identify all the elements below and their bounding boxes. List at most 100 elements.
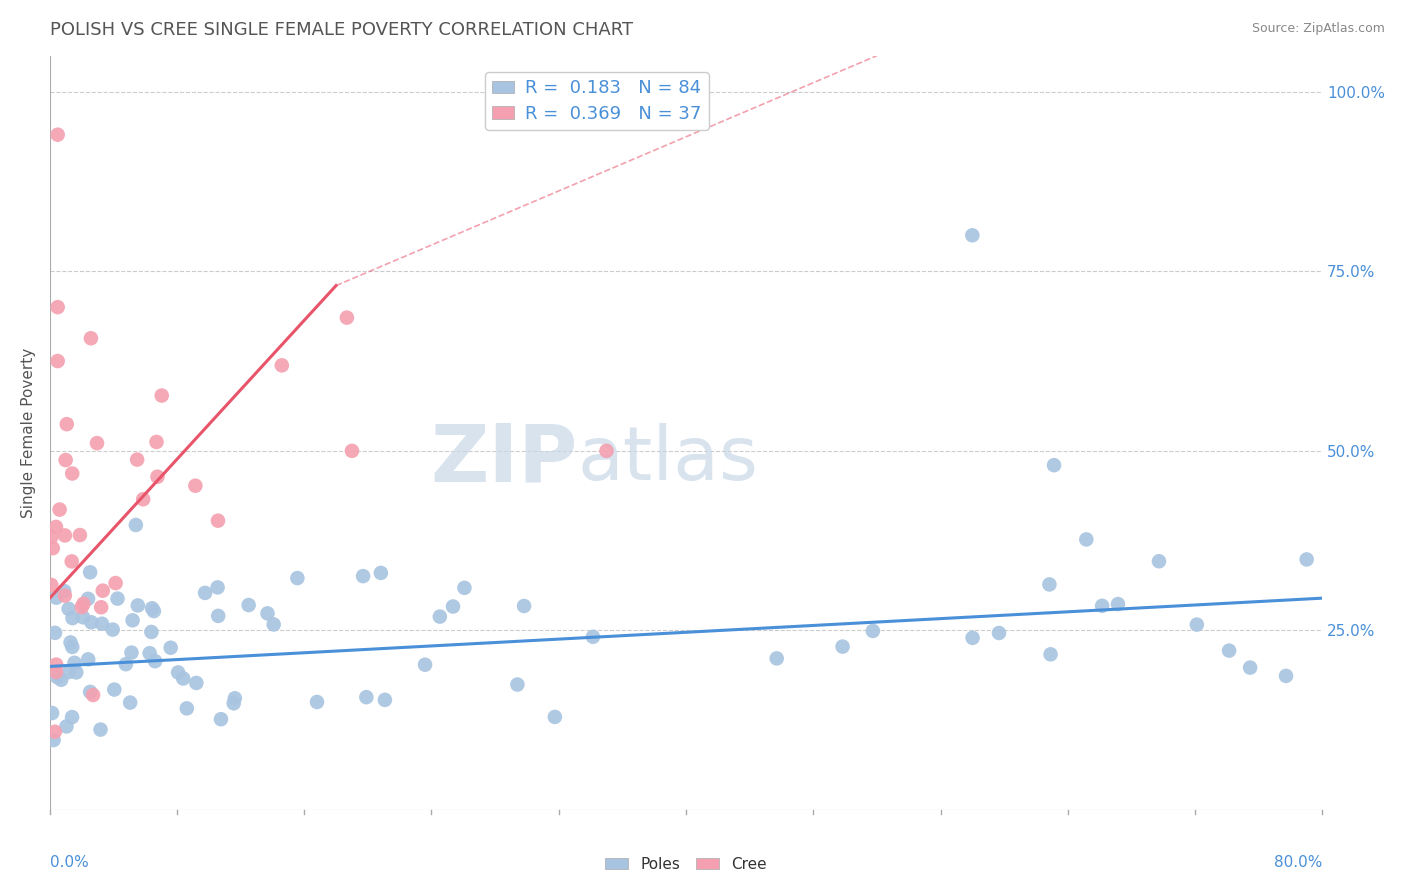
Point (1076, 533, 1098, 547)
Text: 0.0%: 0.0% (49, 855, 89, 871)
Point (441, 599, 464, 614)
Point (167, 665, 190, 680)
Point (77, 652, 100, 666)
Point (86, 436, 108, 450)
Point (53, 589, 76, 603)
Point (222, 696, 245, 710)
Point (79, 685, 101, 699)
Point (1275, 669, 1298, 683)
Point (1038, 577, 1060, 591)
Point (238, 598, 260, 612)
Point (121, 613, 143, 627)
Point (107, 591, 129, 606)
Point (132, 492, 155, 507)
Point (90, 723, 112, 737)
Point (55, 417, 77, 432)
Point (207, 581, 229, 595)
Point (80, 331, 103, 345)
Point (1147, 554, 1170, 568)
Point (207, 514, 229, 528)
Point (263, 617, 285, 632)
Text: atlas: atlas (578, 423, 759, 496)
Point (46, 300, 69, 314)
Point (58, 665, 80, 679)
Point (159, 640, 181, 655)
Point (91, 583, 114, 598)
Point (1039, 648, 1062, 662)
Point (453, 581, 475, 595)
Point (544, 710, 567, 724)
Point (305, 695, 328, 709)
Point (138, 646, 160, 660)
Point (44, 625, 66, 640)
Point (1218, 643, 1240, 657)
Point (44, 724, 66, 739)
Point (53, 528, 76, 542)
Point (141, 601, 163, 615)
Point (506, 677, 529, 691)
Point (77, 591, 100, 606)
Point (90, 600, 112, 615)
Point (39, 578, 62, 592)
Point (62, 611, 84, 625)
Point (150, 388, 173, 402)
Point (582, 630, 605, 644)
Point (184, 478, 207, 492)
Legend: Poles, Cree: Poles, Cree (599, 851, 773, 878)
Point (63, 656, 86, 670)
Point (55, 453, 77, 467)
Point (91, 616, 114, 631)
Point (176, 701, 198, 715)
Point (765, 651, 787, 665)
Point (142, 604, 165, 618)
Point (39, 530, 62, 544)
Point (51, 673, 73, 687)
Point (46, 670, 69, 684)
Point (45, 665, 67, 679)
Point (53, 584, 76, 599)
Point (962, 631, 984, 645)
Point (46, 354, 69, 368)
Point (127, 452, 149, 467)
Text: 80.0%: 80.0% (1274, 855, 1322, 871)
Point (374, 693, 396, 707)
Point (80, 615, 103, 630)
Point (42, 733, 65, 747)
Point (186, 676, 208, 690)
Point (1043, 458, 1066, 473)
Point (1091, 599, 1114, 613)
Point (72, 597, 94, 611)
Point (72, 610, 94, 624)
Point (82, 688, 104, 702)
Point (60, 640, 83, 654)
Point (172, 672, 194, 686)
Point (59, 635, 82, 649)
Point (125, 518, 148, 533)
Point (429, 609, 451, 624)
Point (120, 696, 142, 710)
Point (143, 654, 166, 668)
Point (270, 359, 292, 373)
Point (41, 706, 63, 720)
Point (356, 690, 378, 705)
Point (1107, 597, 1129, 611)
Point (1185, 617, 1208, 632)
Point (60, 710, 83, 724)
Point (831, 640, 853, 654)
Point (862, 624, 884, 638)
Point (340, 443, 363, 458)
Point (962, 228, 984, 243)
Point (141, 624, 163, 639)
Point (121, 646, 143, 660)
Point (513, 599, 536, 613)
Text: POLISH VS CREE SINGLE FEMALE POVERTY CORRELATION CHART: POLISH VS CREE SINGLE FEMALE POVERTY COR… (49, 21, 633, 39)
Point (45, 591, 67, 605)
Text: Source: ZipAtlas.com: Source: ZipAtlas.com (1251, 22, 1385, 36)
Point (988, 626, 1011, 640)
Point (103, 682, 125, 697)
Point (370, 566, 392, 580)
Point (101, 623, 124, 637)
Point (1295, 552, 1317, 566)
Point (595, 443, 617, 458)
Point (104, 576, 127, 591)
